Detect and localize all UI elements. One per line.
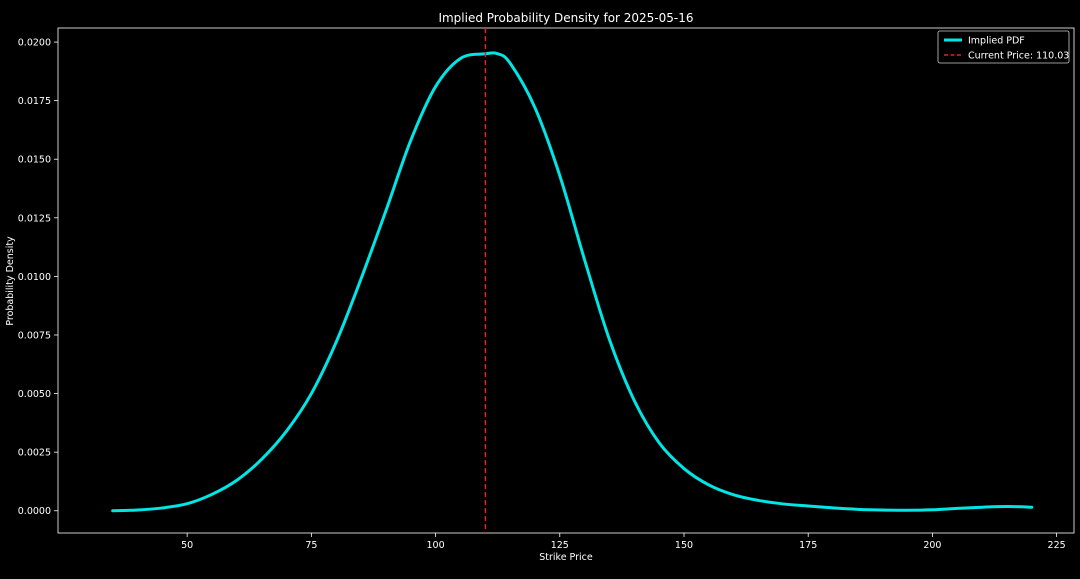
y-tick-label: 0.0025 bbox=[18, 448, 51, 459]
x-tick-label: 200 bbox=[923, 540, 941, 551]
legend-pdf-label: Implied PDF bbox=[968, 36, 1025, 47]
chart-title: Implied Probability Density for 2025-05-… bbox=[438, 11, 693, 25]
axes-frame bbox=[57, 27, 1075, 534]
y-tick-label: 0.0000 bbox=[18, 506, 51, 517]
y-tick-label: 0.0075 bbox=[18, 330, 51, 341]
y-tick-label: 0.0200 bbox=[18, 38, 51, 49]
x-tick-label: 125 bbox=[551, 540, 569, 551]
x-tick-label: 175 bbox=[799, 540, 817, 551]
y-tick-label: 0.0050 bbox=[18, 389, 51, 400]
y-axis-label: Probability Density bbox=[5, 236, 16, 326]
y-tick-label: 0.0175 bbox=[18, 96, 51, 107]
y-axis: 0.0000 0.0025 0.0050 0.0075 0.0100 0.0125 0.01… bbox=[18, 38, 58, 517]
x-tick-label: 100 bbox=[427, 540, 445, 551]
plot-area bbox=[57, 27, 1075, 534]
y-tick-label: 0.0125 bbox=[18, 213, 51, 224]
legend-current-price-label: Current Price: 110.03 bbox=[968, 51, 1069, 62]
x-tick-label: 75 bbox=[305, 540, 317, 551]
x-tick-label: 50 bbox=[181, 540, 193, 551]
implied-pdf-line bbox=[111, 51, 1034, 513]
legend: Implied PDF Current Price: 110.03 bbox=[937, 30, 1070, 64]
x-tick-label: 150 bbox=[675, 540, 693, 551]
legend-frame bbox=[937, 30, 1070, 64]
x-axis: 50 75 100 125 150 175 200 225 bbox=[181, 533, 1066, 551]
x-axis-label: Strike Price bbox=[539, 552, 593, 563]
y-tick-label: 0.0100 bbox=[18, 272, 51, 283]
x-tick-label: 225 bbox=[1048, 540, 1066, 551]
y-tick-label: 0.0150 bbox=[18, 155, 51, 166]
